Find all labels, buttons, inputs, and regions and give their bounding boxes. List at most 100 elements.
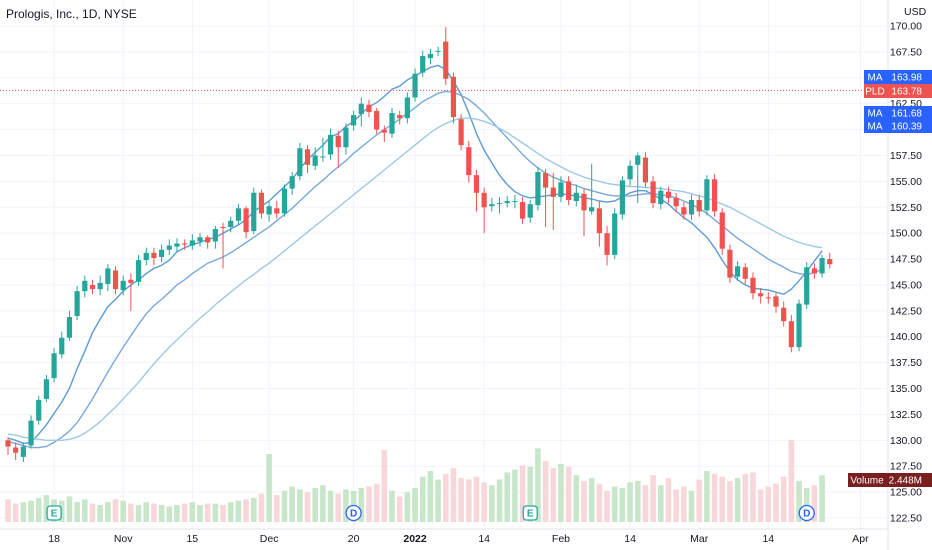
chart-title: Prologis, Inc., 1D, NYSE [6,7,137,21]
candle-body [412,73,418,98]
ma-line [7,117,823,441]
candle-body [827,259,833,265]
earnings-marker[interactable] [46,505,62,521]
candle-body [166,245,172,250]
candle-body [28,420,34,446]
volume-value: 2.448M [889,476,922,487]
volume-bar [43,495,50,522]
candle-body [673,197,679,207]
ma-slow-badge-value: 160.39 [891,122,922,133]
candle-body [297,148,303,177]
volume-bar [581,480,587,522]
volume-bar [558,463,564,522]
candle-body [443,41,449,79]
candle-body [658,190,664,205]
volume-bar [312,488,318,522]
volume-bar [404,492,411,522]
candle-body [335,135,341,148]
volume-bar [596,483,603,522]
volume-bar [274,495,280,522]
candle-body [704,179,710,211]
volume-bar [174,505,180,522]
volume-bar [573,475,580,522]
candle-body [420,56,426,73]
candle-body [212,229,218,242]
volume-bar [442,473,449,522]
candle-body [696,200,702,212]
volume-bar [366,486,372,522]
candle-body [182,243,188,245]
candle-body [558,182,564,197]
volume-bar [673,489,679,522]
candle-body [36,399,42,421]
volume-bar [734,478,741,522]
x-axis-bg [0,529,888,550]
y-tick-label: 170.00 [890,21,922,33]
volume-bar [358,488,365,522]
ma-fast-badge-value-box [886,70,932,84]
volume-bar [166,506,173,522]
candle-body [665,191,672,198]
volume-bar [719,476,726,522]
volume-bar [473,476,480,522]
volume-bar [327,490,334,522]
volume-bar [604,490,610,522]
dividend-marker[interactable] [345,504,362,522]
candle-body [466,147,472,176]
volume-bar [550,468,557,522]
x-tick-label: 18 [48,533,60,545]
candle-body [519,202,526,219]
candle-body [304,149,311,165]
volume-bar [112,499,119,522]
volume-bar [227,502,234,522]
candle-body [527,204,533,218]
candle-body [681,207,687,215]
candle-body [251,192,257,232]
candle-body [512,201,518,203]
candle-body [581,193,587,211]
volume-bar [765,486,772,522]
volume-bar [458,478,464,522]
ma-mid-badge-value-box [886,106,932,120]
candle-body [258,192,265,214]
candle-body [566,181,572,201]
volume-bar [650,475,656,522]
x-tick-label: 15 [186,533,198,545]
candle-body [159,249,165,257]
x-tick-label: 14 [478,533,490,545]
candle-body [381,129,387,133]
candle-body [458,119,464,146]
volume-bar [750,472,756,522]
grid [0,0,888,529]
x-tick-label: 14 [624,533,636,545]
volume-bar [220,505,226,522]
dividend-marker[interactable] [798,504,815,522]
volume-bar [412,488,418,522]
ma-mid-badge-tag-label: MA [868,109,883,120]
volume-tag [848,473,886,487]
candle-body [13,447,19,453]
price-badges: MA 163.98 PLD 163.78 MA 161.68 MA 160.39 Volume 2… [848,70,932,487]
currency-label: USD [904,6,927,18]
volume-bar [297,489,303,522]
candle-body [589,207,595,212]
candle-body [804,267,810,305]
candle-body [74,291,80,317]
volume-bar [35,497,42,522]
y-tick-label: 127.50 [890,461,922,473]
candle-body [274,208,280,214]
candle-body [688,200,695,215]
volume-bar [489,485,495,522]
candle-body [112,270,119,290]
candle-body [711,179,718,212]
earnings-marker[interactable] [522,505,538,521]
candle-body [59,337,65,355]
candle-body [174,243,180,247]
earnings-marker-label: E [51,509,58,520]
volume-bar [681,486,687,522]
volume-bar [658,485,664,522]
volume-bar [466,479,472,522]
